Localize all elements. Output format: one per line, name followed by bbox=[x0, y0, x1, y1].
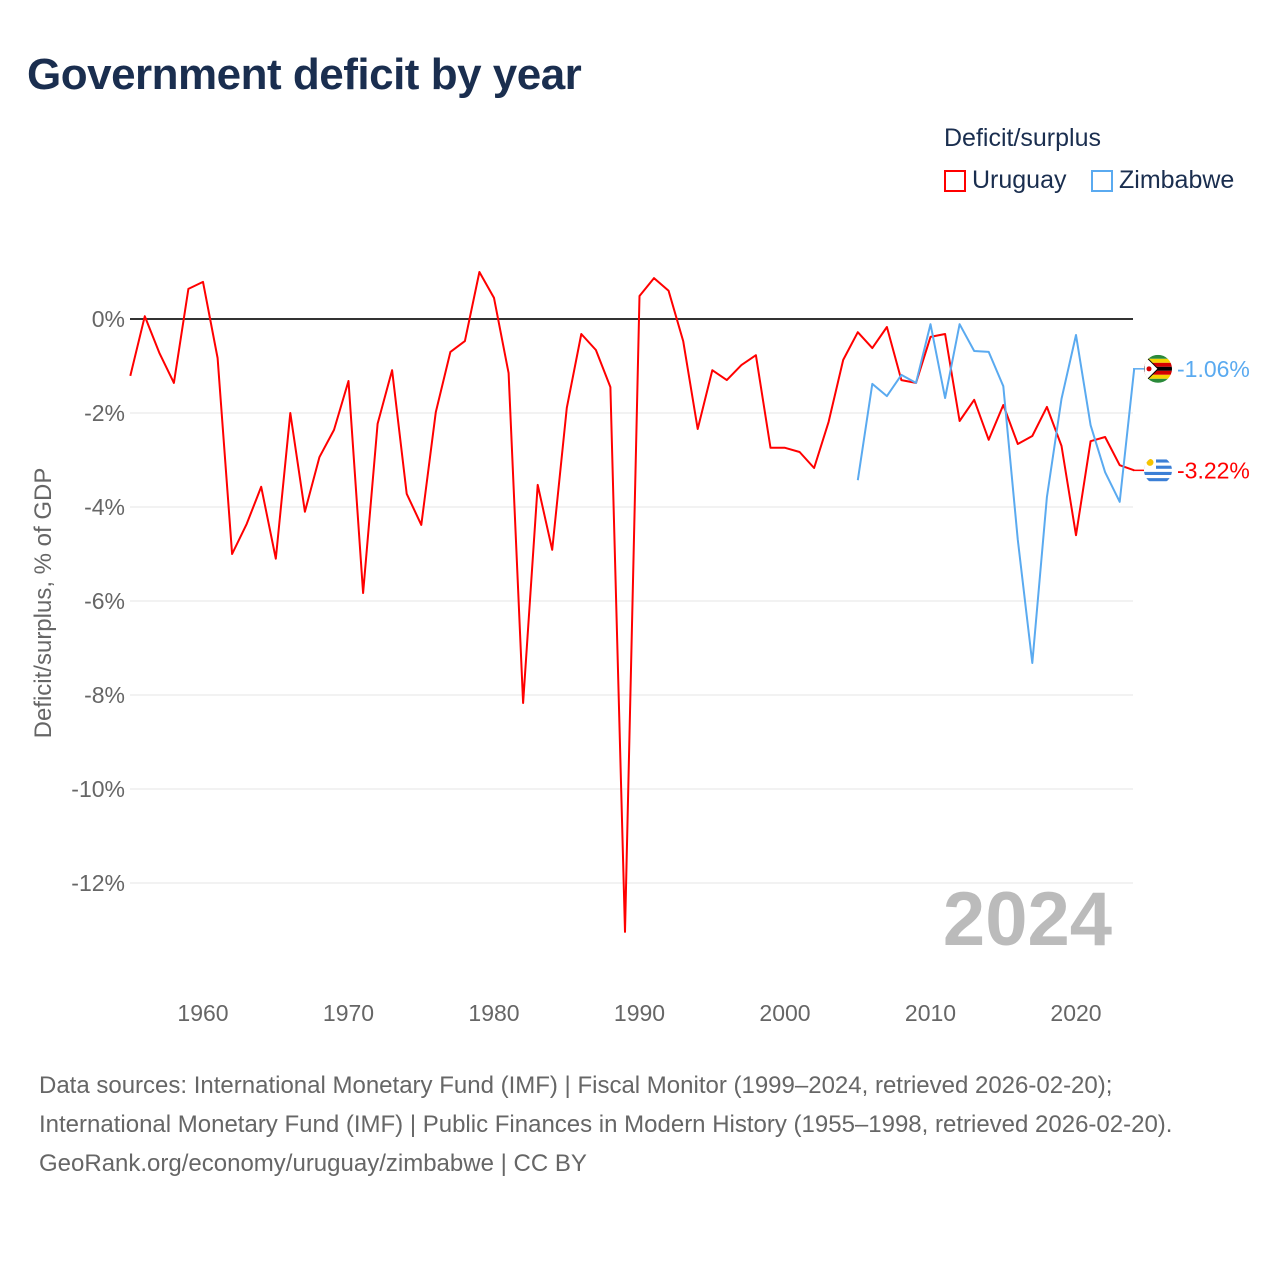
end-label-uruguay: -3.22% bbox=[1177, 457, 1250, 483]
line-chart: 0% -2% -4% -6% -8% -10% -12% 1960 1970 1980 1990 2… bbox=[30, 271, 1250, 1026]
y-axis-label: Deficit/surplus, % of GDP bbox=[30, 468, 57, 739]
y-tick-label: -8% bbox=[84, 682, 125, 708]
flag-uruguay-icon bbox=[1144, 456, 1172, 485]
x-tick-label: 1960 bbox=[177, 1000, 228, 1026]
x-tick-label: 1970 bbox=[323, 1000, 374, 1026]
legend-title: Deficit/surplus bbox=[944, 124, 1101, 152]
legend-item-uruguay[interactable]: Uruguay bbox=[944, 166, 1067, 195]
chart-title: Government deficit by year bbox=[27, 50, 582, 99]
year-watermark: 2024 bbox=[943, 877, 1112, 962]
x-tick-label: 2000 bbox=[759, 1000, 810, 1026]
legend-item-zimbabwe[interactable]: Zimbabwe bbox=[1091, 166, 1234, 195]
y-tick-label: -6% bbox=[84, 588, 125, 614]
y-tick-label: -12% bbox=[71, 870, 125, 896]
y-tick-label: 0% bbox=[92, 306, 125, 332]
series-lines bbox=[129, 271, 1136, 933]
series-line-zimbabwe bbox=[856, 323, 1136, 664]
legend-swatch-zimbabwe bbox=[1091, 169, 1113, 192]
legend-label-zimbabwe: Zimbabwe bbox=[1119, 166, 1235, 194]
x-tick-label: 2020 bbox=[1050, 1000, 1101, 1026]
y-tick-label: -2% bbox=[84, 400, 125, 426]
flag-zimbabwe-icon bbox=[1144, 354, 1172, 383]
x-tick-label: 1990 bbox=[614, 1000, 665, 1026]
x-axis-ticks: 1960 1970 1980 1990 2000 2010 2020 bbox=[177, 1000, 1101, 1026]
legend-swatch-uruguay bbox=[944, 169, 966, 192]
end-labels: -3.22% -1.06% bbox=[1133, 354, 1250, 485]
y-tick-label: -4% bbox=[84, 494, 125, 520]
y-tick-label: -10% bbox=[71, 776, 125, 802]
footer: Data sources: International Monetary Fun… bbox=[39, 1066, 1239, 1183]
credit-link[interactable]: GeoRank.org/economy/uruguay/zimbabwe | C… bbox=[39, 1150, 587, 1177]
legend-label-uruguay: Uruguay bbox=[972, 166, 1067, 194]
data-sources: Data sources: International Monetary Fun… bbox=[39, 1072, 1173, 1138]
y-axis-ticks: 0% -2% -4% -6% -8% -10% -12% bbox=[71, 306, 125, 896]
x-tick-label: 2010 bbox=[905, 1000, 956, 1026]
x-tick-label: 1980 bbox=[468, 1000, 519, 1026]
series-line-uruguay bbox=[129, 271, 1135, 933]
gridlines bbox=[130, 318, 1133, 884]
end-label-zimbabwe: -1.06% bbox=[1177, 356, 1250, 382]
